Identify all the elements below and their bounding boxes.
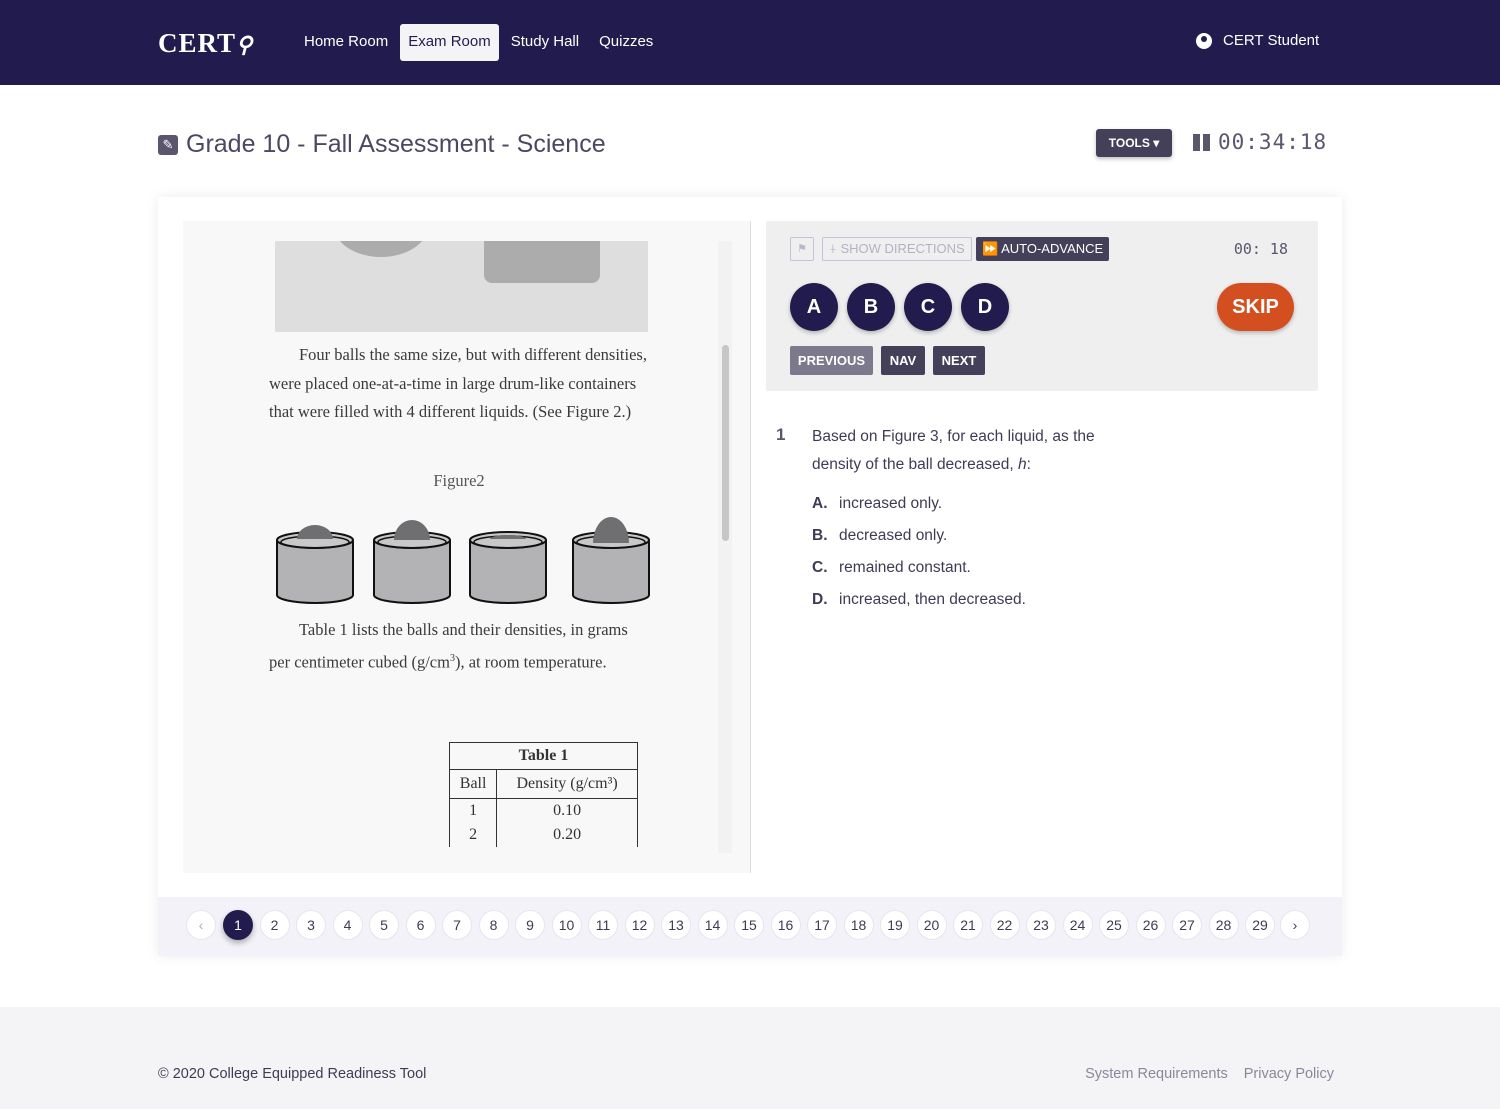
question-pagination: ‹ 1 2 3 4 5 6 7 8 9 10 11 12 13 14 15 16 17 18 19 20 21 22 23 2… <box>158 897 1342 956</box>
page-21-button[interactable]: 21 <box>953 910 983 940</box>
page-13-button[interactable]: 13 <box>661 910 691 940</box>
auto-advance-button[interactable]: ⏩ AUTO-ADVANCE <box>976 237 1110 261</box>
next-button[interactable]: NEXT <box>933 346 985 375</box>
page-24-button[interactable]: 24 <box>1062 910 1093 940</box>
page-18-button[interactable]: 18 <box>843 910 874 940</box>
flag-icon[interactable]: ⚑ <box>790 237 814 261</box>
page-15-button[interactable]: 15 <box>734 910 764 940</box>
pagination-prev-icon[interactable]: ‹ <box>186 910 216 940</box>
previous-button[interactable]: PREVIOUS <box>790 346 873 375</box>
page-4-button[interactable]: 4 <box>332 910 363 940</box>
system-requirements-link[interactable]: System Requirements <box>1085 1066 1228 1082</box>
scrollbar-thumb[interactable] <box>722 345 729 541</box>
page-10-button[interactable]: 10 <box>551 910 582 940</box>
nav-home-room[interactable]: Home Room <box>304 33 389 50</box>
question-number: 1 <box>776 425 786 444</box>
passage-panel: Four balls the same size, but with diffe… <box>183 221 751 873</box>
figure2-drums <box>276 517 650 604</box>
pagination-next-icon[interactable]: › <box>1280 910 1310 940</box>
question-text: Based on Figure 3, for each liquid, as t… <box>812 428 1095 473</box>
page-3-button[interactable]: 3 <box>296 910 326 940</box>
page-16-button[interactable]: 16 <box>770 910 801 940</box>
passage-scrollbar[interactable] <box>718 241 732 853</box>
drum-3 <box>469 531 547 604</box>
option-c[interactable]: C. remained constant. <box>812 559 971 576</box>
nav-exam-room[interactable]: Exam Room <box>400 24 499 61</box>
page-2-button[interactable]: 2 <box>259 910 290 940</box>
passage-paragraph: Four balls the same size, but with diffe… <box>269 345 647 421</box>
fast-forward-icon: ⏩ <box>982 241 999 256</box>
directions-icon: ⍭ <box>829 241 837 256</box>
page-5-button[interactable]: 5 <box>369 910 399 940</box>
footer: © 2020 College Equipped Readiness Tool S… <box>0 1007 1500 1109</box>
tools-dropdown[interactable]: TOOLS ▾ <box>1096 129 1172 157</box>
option-d[interactable]: D. increased, then decreased. <box>812 591 1026 608</box>
drum-1 <box>276 525 354 604</box>
question-timer: 00: 18 <box>1233 240 1288 258</box>
answer-c-button[interactable]: C <box>904 283 952 331</box>
page-7-button[interactable]: 7 <box>442 910 472 940</box>
answer-d-button[interactable]: D <box>961 283 1009 331</box>
nav-study-hall[interactable]: Study Hall <box>510 33 580 50</box>
page-12-button[interactable]: 12 <box>624 910 655 940</box>
option-b[interactable]: B. decreased only. <box>812 527 948 544</box>
page-14-button[interactable]: 14 <box>697 910 728 940</box>
show-directions-button[interactable]: ⍭ SHOW DIRECTIONS <box>822 237 972 261</box>
runner-figure-icon: ⚲ <box>236 32 254 57</box>
exam-card: Four balls the same size, but with diffe… <box>158 197 1342 956</box>
page-27-button[interactable]: 27 <box>1172 910 1202 940</box>
nav-quizzes[interactable]: Quizzes <box>599 33 654 50</box>
figure-image <box>275 241 648 332</box>
page-11-button[interactable]: 11 <box>588 910 618 940</box>
copyright: © 2020 College Equipped Readiness Tool <box>158 1066 427 1082</box>
page-19-button[interactable]: 19 <box>880 910 910 940</box>
page-8-button[interactable]: 8 <box>478 910 509 940</box>
exam-timer: 00:34:18 <box>1218 130 1328 154</box>
page-title: ✎ Grade 10 - Fall Assessment - Science <box>158 130 606 159</box>
page-29-button[interactable]: 29 <box>1245 910 1275 940</box>
figure-caption: Figure2 <box>433 471 485 490</box>
option-a[interactable]: A. increased only. <box>812 495 943 512</box>
page-9-button[interactable]: 9 <box>515 910 545 940</box>
page-17-button[interactable]: 17 <box>807 910 837 940</box>
drum-4 <box>572 517 650 604</box>
drum-2 <box>373 520 451 604</box>
page-1-button[interactable]: 1 <box>223 910 253 940</box>
answer-b-button[interactable]: B <box>847 283 895 331</box>
table-row: 2 0.20 <box>448 823 638 847</box>
answer-controls: ⚑ ⍭ SHOW DIRECTIONS ⏩ AUTO-ADVANCE 00: 1… <box>766 221 1318 391</box>
top-navbar: CERT⚲ Home Room Exam Room Study Hall Qui… <box>0 0 1500 85</box>
user-icon <box>1196 32 1212 49</box>
page-20-button[interactable]: 20 <box>916 910 947 940</box>
user-menu[interactable]: CERT Student <box>1196 32 1319 49</box>
table-row: 1 0.10 <box>448 798 638 823</box>
passage-paragraph-2: Table 1 lists the balls and their densit… <box>269 620 628 671</box>
pencil-icon: ✎ <box>158 134 178 155</box>
page-6-button[interactable]: 6 <box>405 910 436 940</box>
page-28-button[interactable]: 28 <box>1208 910 1239 940</box>
skip-button[interactable]: SKIP <box>1217 283 1294 331</box>
privacy-policy-link[interactable]: Privacy Policy <box>1243 1066 1334 1082</box>
table-1: Table 1 Ball Density (g/cm³) 1 0.10 2 0.20 <box>448 742 638 847</box>
page-22-button[interactable]: 22 <box>989 910 1020 940</box>
nav-button[interactable]: NAV <box>881 346 925 375</box>
answer-a-button[interactable]: A <box>790 283 838 331</box>
page-25-button[interactable]: 25 <box>1099 910 1129 940</box>
page-23-button[interactable]: 23 <box>1026 910 1056 940</box>
cert-logo[interactable]: CERT⚲ <box>158 28 254 58</box>
page-26-button[interactable]: 26 <box>1135 910 1166 940</box>
pause-icon[interactable] <box>1193 134 1210 151</box>
